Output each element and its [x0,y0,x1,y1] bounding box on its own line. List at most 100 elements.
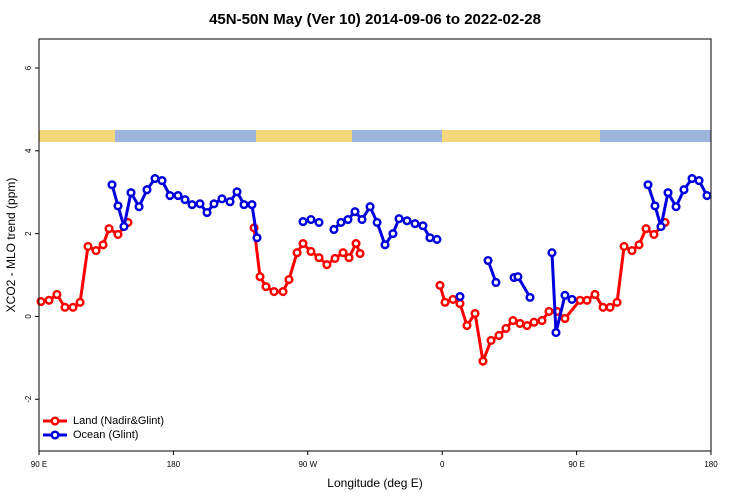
x-tick-label: 0 [440,460,445,469]
x-tick-label: 90 W [298,460,317,469]
legend-marker [50,416,60,426]
point [560,313,570,324]
point [388,229,398,239]
point [365,202,375,212]
point [261,282,271,292]
point [195,199,205,209]
point [372,217,382,227]
point [329,224,339,235]
point [679,185,689,195]
point [314,217,324,227]
x-tick-label: 90 E [31,460,47,469]
x-tick-label: 90 E [568,460,584,469]
point [104,224,114,234]
point [440,297,450,307]
point [119,222,129,232]
point [343,214,353,225]
legend-label: Land (Nadir&Glint) [73,415,164,427]
point [687,173,697,184]
map-strip [39,130,711,142]
point [68,302,78,312]
point [418,221,428,231]
point [98,240,108,250]
point [355,248,365,259]
point [605,302,615,312]
x-tick-label: 180 [167,460,181,469]
point [173,190,183,201]
point [380,240,390,250]
point [619,241,629,251]
point [432,234,442,244]
point [537,316,547,326]
point [298,217,308,227]
point [330,253,340,264]
point [209,199,219,209]
point [292,248,302,258]
point [598,302,608,312]
point [336,217,346,227]
point [515,318,525,329]
point [52,289,62,300]
y-tick-label: 0 [24,314,33,319]
point [513,272,523,282]
point [44,295,54,305]
point [671,202,681,212]
point [60,302,70,312]
point [470,308,480,319]
point [269,287,279,297]
point [410,219,420,229]
point [142,185,152,195]
point [643,180,653,190]
point [483,255,493,266]
point [560,290,570,300]
legend-label: Ocean (Glint) [73,429,138,441]
point [425,233,435,243]
point [455,292,465,302]
point [239,200,249,210]
point [394,214,404,224]
point [284,275,294,285]
y-tick-label: -2 [24,395,33,403]
point [180,195,190,205]
point [255,272,265,282]
point [278,287,288,297]
x-tick-label: 180 [704,460,718,469]
point [612,297,622,307]
point [435,280,445,290]
point [491,277,501,288]
point [649,229,659,239]
point [247,200,257,210]
point [634,240,644,250]
point [656,222,666,232]
point [544,306,554,317]
point [322,260,332,270]
point [582,295,592,305]
point [217,194,227,204]
x-axis-label: Longitude (deg E) [327,476,422,490]
point [650,201,660,211]
point [91,246,101,256]
point [462,320,472,331]
point [575,295,585,305]
point [338,248,348,258]
point [314,253,324,263]
legend-marker [50,430,60,440]
point [529,317,539,327]
point [252,233,262,243]
point [150,173,160,184]
point [157,176,167,186]
point [627,246,637,256]
point [357,214,367,225]
y-tick-label: 4 [24,148,33,153]
point [551,328,561,338]
point [486,335,496,345]
point [298,239,308,249]
point [501,323,511,333]
point [478,356,488,366]
point [113,201,123,211]
point [455,299,465,309]
point [508,316,518,326]
point [232,187,242,197]
point [494,330,504,341]
